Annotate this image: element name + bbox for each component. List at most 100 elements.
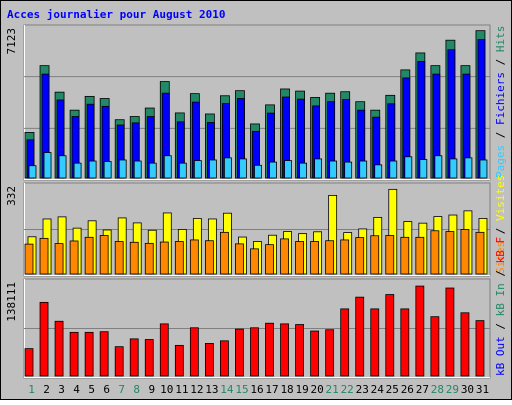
legend-item: kB F — [494, 237, 507, 264]
pages-bar — [449, 158, 458, 179]
legend-item: kB Out — [494, 336, 507, 376]
sites-bar — [310, 241, 320, 275]
pages-bar — [389, 160, 398, 179]
legend-labels: kB Out / kB In / kB F — [494, 237, 507, 376]
kbf-bar — [370, 308, 380, 377]
pages-bar — [163, 155, 172, 179]
sites-bar — [415, 236, 425, 275]
pages-bar — [404, 156, 413, 179]
pages-bar — [299, 162, 307, 179]
sites-bar — [204, 240, 214, 275]
x-tick-label: 6 — [103, 383, 110, 396]
pages-bar — [329, 160, 338, 179]
legend-separator: / — [494, 221, 507, 241]
pages-bar — [58, 155, 67, 179]
x-tick-label: 27 — [416, 383, 429, 396]
sites-bar — [189, 239, 199, 275]
kbf-bar — [144, 339, 154, 377]
kbf-bar — [114, 346, 124, 377]
pages-bar — [479, 159, 488, 179]
x-tick-label: 31 — [476, 383, 489, 396]
sites-bar — [370, 235, 380, 275]
x-tick-label: 13 — [205, 383, 218, 396]
sites-bar — [295, 241, 304, 275]
sites-bar — [325, 240, 335, 275]
sites-bar — [69, 240, 79, 275]
pages-bar — [269, 161, 277, 179]
x-tick-label: 7 — [118, 383, 125, 396]
kbf-bar — [24, 348, 34, 377]
x-tick-label: 20 — [311, 383, 324, 396]
sites-bar — [114, 241, 124, 275]
pages-bar — [359, 160, 368, 179]
pages-bar — [314, 158, 323, 179]
y-max-label: 138111 — [5, 282, 18, 322]
pages-bar — [239, 158, 247, 179]
kbf-bar — [174, 344, 184, 377]
x-tick-label: 30 — [461, 383, 474, 396]
pages-bar — [133, 160, 142, 179]
sites-bar — [250, 248, 259, 275]
kbf-bar — [355, 296, 365, 377]
kbf-bar — [220, 340, 229, 377]
sites-bar — [445, 231, 455, 275]
pages-bar — [28, 165, 37, 179]
pages-bar — [43, 152, 52, 179]
x-tick-label: 3 — [58, 383, 65, 396]
kbf-bar — [325, 329, 335, 377]
legend-item: Visites — [494, 175, 507, 221]
x-tick-label: 15 — [235, 383, 248, 396]
legend-separator: / — [494, 316, 507, 336]
x-tick-label: 16 — [250, 383, 263, 396]
x-tick-label: 22 — [341, 383, 354, 396]
kbf-bar — [475, 320, 485, 377]
sites-bar — [385, 235, 395, 275]
sites-bar — [265, 244, 274, 275]
x-tick-label: 23 — [356, 383, 369, 396]
x-tick-label: 4 — [73, 383, 80, 396]
sites-bar — [39, 237, 49, 275]
sites-bar — [84, 236, 94, 275]
sites-bar — [129, 241, 139, 275]
kbf-bar — [265, 322, 274, 377]
pages-bar — [178, 162, 187, 179]
legend-separator: / — [494, 52, 507, 72]
kbf-bar — [310, 330, 320, 377]
pages-bar — [73, 162, 82, 179]
sites-bar — [355, 237, 365, 275]
legend-item: Pages — [494, 145, 507, 178]
panel-kbytes: 138111 kB Out / kB In / kB F — [5, 237, 507, 379]
legend-separator: / — [494, 125, 507, 145]
panel-hits: 7123 Pages / Fichiers / Hits — [5, 24, 507, 181]
kbf-bar — [39, 301, 49, 377]
x-tick-label: 19 — [295, 383, 308, 396]
x-tick-label: 29 — [446, 383, 459, 396]
x-tick-label: 26 — [401, 383, 414, 396]
kbf-bar — [69, 331, 79, 377]
legend-item: Fichiers — [494, 72, 507, 125]
kbf-bar — [400, 308, 410, 377]
x-axis-day-labels: 1 2 3 4 5 6 7 8 9 10 11 12 13 14 15 16 17 18 19 20 21 22 23 24 2… — [28, 383, 489, 396]
panel-visits: 332 Sites / Visites — [5, 175, 507, 277]
sites-bar — [54, 243, 64, 275]
sites-bar — [430, 230, 440, 275]
pages-bar — [208, 159, 217, 179]
x-tick-label: 1 — [28, 383, 35, 396]
pages-bar — [464, 157, 473, 179]
kbf-bar — [84, 331, 94, 377]
sites-bar — [144, 242, 154, 275]
kbf-bar — [250, 327, 259, 377]
pages-bar — [284, 160, 292, 179]
sites-bar — [174, 241, 184, 275]
chart-title: Acces journalier pour August 2010 — [7, 8, 226, 21]
pages-bar — [103, 161, 112, 179]
kbf-bar — [99, 331, 109, 377]
legend-item: Hits — [494, 26, 507, 53]
kbf-bar — [129, 338, 139, 377]
sites-bar — [340, 239, 350, 275]
y-max-label: 7123 — [5, 28, 18, 55]
legend-labels: Pages / Fichiers / Hits — [494, 26, 507, 178]
sites-bar — [220, 231, 229, 275]
